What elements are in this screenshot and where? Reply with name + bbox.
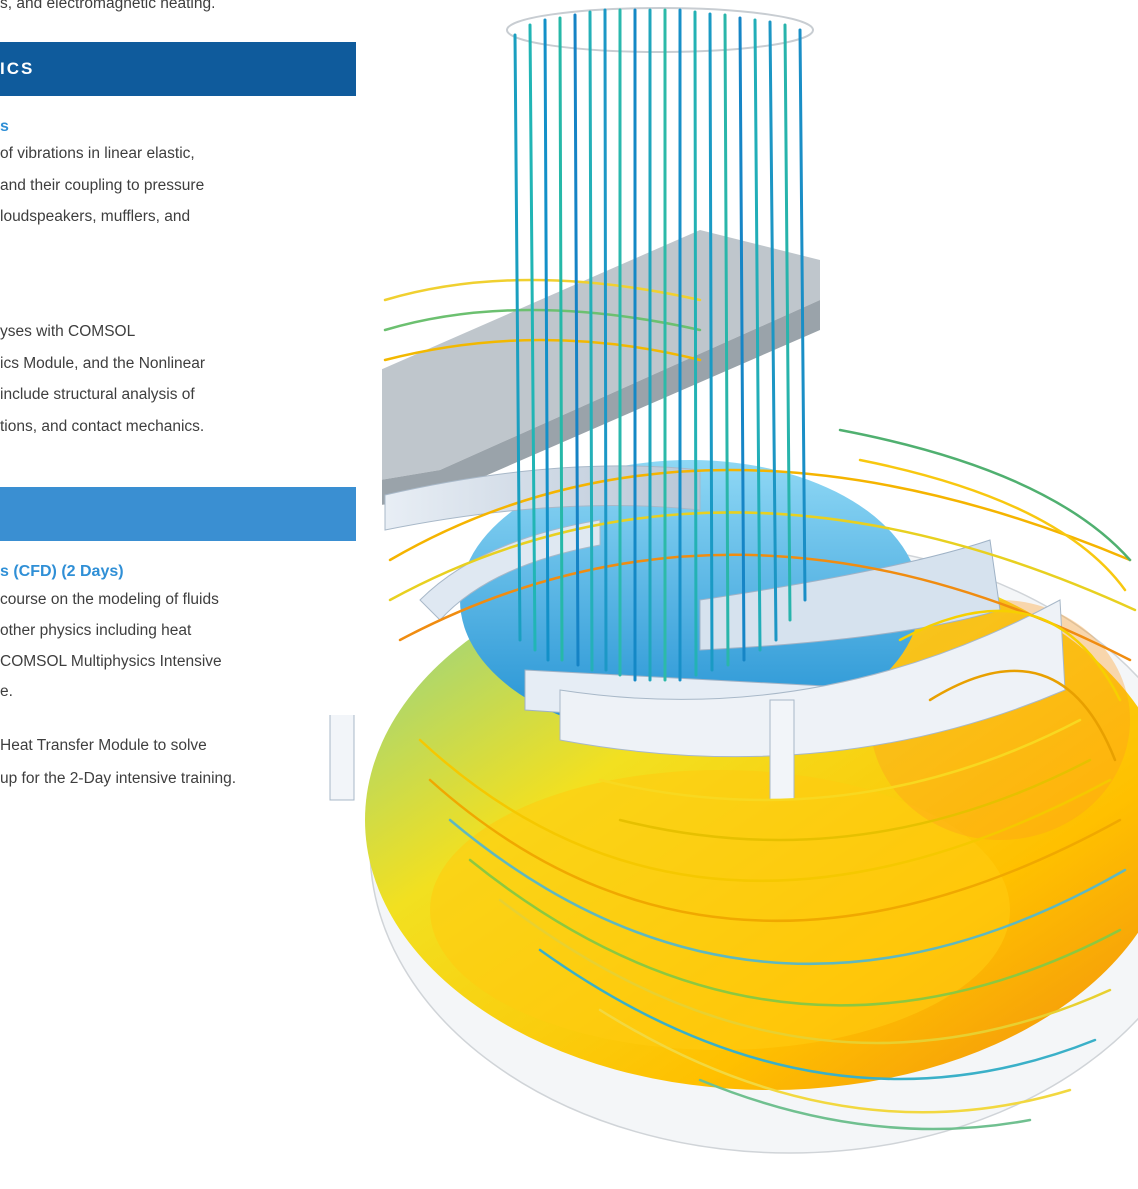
section-band-mechanics: ICS — [0, 42, 356, 96]
fluids-text2-line-1: Heat Transfer Module to solve — [0, 737, 207, 754]
fluids-text-line-3: COMSOL Multiphysics Intensive — [0, 653, 222, 670]
fluids-text2-line-2: up for the 2-Day intensive training. — [0, 770, 237, 787]
mechanics-text2-line-2: ics Module, and the Nonlinear — [0, 355, 206, 372]
mechanics-subheading: s — [0, 118, 9, 135]
intro-text-tail: s, and electromagnetic heating. — [0, 0, 216, 12]
mechanics-text2-line-3: include structural analysis of — [0, 386, 195, 403]
mechanics-text-line-2: and their coupling to pressure — [0, 177, 205, 194]
section-title-mechanics: ICS — [0, 59, 35, 78]
section-band-fluids — [0, 487, 356, 541]
mechanics-text-line-3: loudspeakers, mufflers, and — [0, 208, 191, 225]
fluids-text-line-2: other physics including heat — [0, 622, 192, 639]
fluids-text-line-4: e. — [0, 683, 13, 700]
fluids-text-line-1: course on the modeling of fluids — [0, 591, 219, 608]
mechanics-text2-line-1: yses with COMSOL — [0, 323, 136, 340]
text-panel: s, and electromagnetic heating. ICS s of… — [0, 0, 382, 715]
mechanics-text2-line-4: tions, and contact mechanics. — [0, 418, 205, 435]
fluids-subheading: s (CFD) (2 Days) — [0, 563, 124, 580]
mechanics-text-line-1: of vibrations in linear elastic, — [0, 145, 195, 162]
